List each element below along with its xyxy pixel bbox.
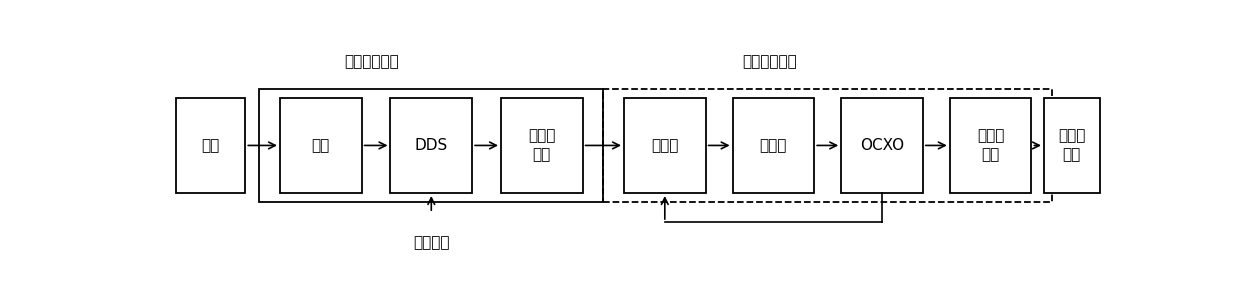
Bar [176,98,246,193]
Text: 遥控信号: 遥控信号 [413,236,450,251]
Bar [259,89,603,202]
Text: 倍频: 倍频 [311,138,330,153]
Text: 放大器: 放大器 [760,138,787,153]
Bar [950,98,1032,193]
Bar [391,98,472,193]
Text: 低通滤
波器: 低通滤 波器 [977,129,1004,162]
Bar [280,98,362,193]
Text: 基准频
率源: 基准频 率源 [1058,129,1085,162]
Text: 频率锁相单元: 频率锁相单元 [743,54,797,69]
Bar [603,89,1052,202]
Bar [624,98,706,193]
Text: OCXO: OCXO [859,138,904,153]
Bar [501,98,583,193]
Text: 带通滤
波器: 带通滤 波器 [528,129,556,162]
Text: 铷钟: 铷钟 [202,138,219,153]
Text: DDS: DDS [414,138,448,153]
Text: 鉴相器: 鉴相器 [651,138,678,153]
Text: 频率修正单元: 频率修正单元 [343,54,398,69]
Bar [1044,98,1100,193]
Bar [733,98,815,193]
Bar [841,98,923,193]
